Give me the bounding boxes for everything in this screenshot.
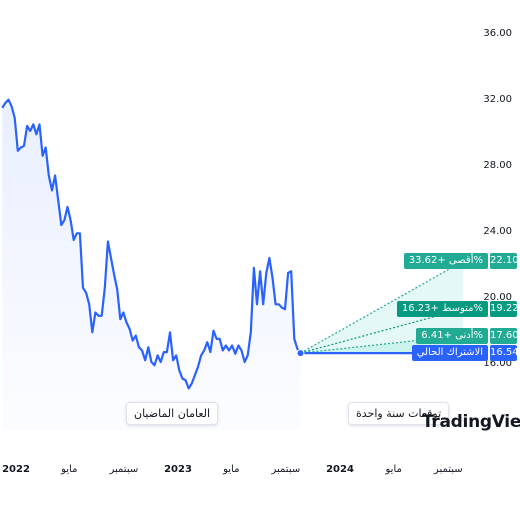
last-price-marker bbox=[296, 349, 305, 358]
y-tick-label: 28.00 bbox=[483, 160, 512, 171]
x-tick-label: سبتمبر bbox=[270, 464, 300, 475]
current-price-value: 16.54 bbox=[490, 345, 519, 362]
price-history bbox=[1, 98, 302, 430]
past-period-label: العامان الماضيان bbox=[126, 402, 219, 425]
forecast-low-value: 17.60 bbox=[490, 327, 519, 344]
forecast-high-label: أقصى +33.62% bbox=[403, 253, 488, 270]
x-axis: 2022 مايو سبتمبر 2023 مايو سبتمبر 2024 مايو سبتم… bbox=[2, 464, 463, 475]
forecast-avg-label: متوسط +16.23% bbox=[396, 300, 488, 317]
y-tick-label: 32.00 bbox=[483, 94, 512, 105]
tradingview-logo: TradingView bbox=[422, 412, 520, 432]
projection-line-high bbox=[300, 260, 464, 354]
y-tick-label: 16.00 bbox=[483, 358, 512, 369]
x-tick-label: مايو bbox=[222, 464, 239, 475]
x-tick-label: مايو bbox=[60, 464, 77, 475]
x-tick-label: 2023 bbox=[164, 464, 192, 475]
x-tick-label: سبتمبر bbox=[433, 464, 463, 475]
y-tick-label: 20.00 bbox=[483, 292, 512, 303]
x-tick-label: سبتمبر bbox=[108, 464, 138, 475]
x-tick-label: مايو bbox=[385, 464, 402, 475]
x-tick-label: 2022 bbox=[2, 464, 30, 475]
current-price-label: الاشتراك الحالي bbox=[411, 345, 488, 362]
forecast-high-value: 22.10 bbox=[490, 253, 519, 270]
forecast-period-label: توقعات سنة واحدة bbox=[348, 402, 450, 425]
x-tick-label: 2024 bbox=[326, 464, 354, 475]
price-line bbox=[1, 98, 302, 390]
forecast-avg-value: 19.22 bbox=[490, 300, 519, 317]
forecast-low-label: أدنى +6.41% bbox=[416, 327, 488, 344]
y-tick-label: 24.00 bbox=[483, 226, 512, 237]
y-axis: 36.00 32.00 28.00 24.00 20.00 16.00 bbox=[483, 28, 512, 369]
y-tick-label: 36.00 bbox=[483, 28, 512, 39]
